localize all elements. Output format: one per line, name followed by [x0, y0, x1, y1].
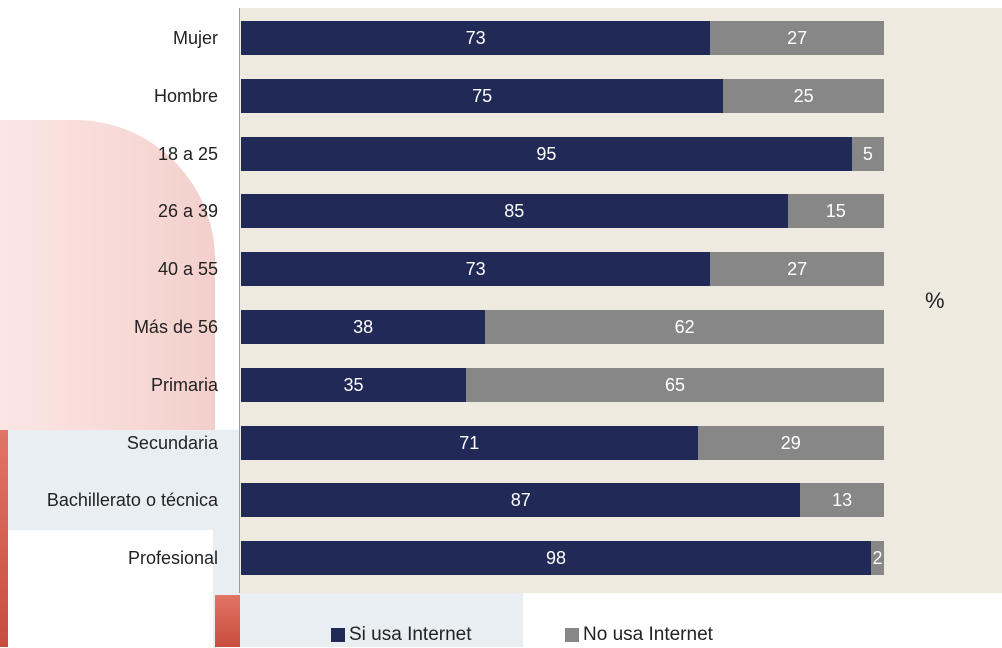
bar-no-usa-hombre: 25	[723, 78, 884, 113]
data-label-no-usa-mujer: 27	[787, 28, 808, 48]
data-label-si-usa-secundaria: 71	[459, 432, 480, 453]
category-label-40-a-55: 40 a 55	[157, 259, 218, 280]
bar-no-usa-primaria: 65	[466, 367, 884, 402]
category-label-mas-de-56: Más de 56	[133, 317, 218, 337]
data-label-no-usa-40-a-55: 27	[787, 259, 808, 280]
data-label-si-usa-40-a-55: 73	[465, 259, 486, 280]
bar-si-usa-profesional: 98	[241, 541, 872, 576]
bar-si-usa-mujer: 73	[241, 21, 711, 55]
bar-si-usa-primaria: 35	[241, 367, 467, 402]
data-label-si-usa-mujer: 73	[465, 28, 486, 48]
data-label-si-usa-mas-de-56: 38	[353, 317, 374, 337]
legend-item-si-usa: Si usa Internet	[331, 624, 472, 646]
data-label-si-usa-profesional: 98	[546, 548, 567, 569]
bar-si-usa-secundaria: 71	[241, 425, 698, 460]
data-label-si-usa-18-a-25: 95	[536, 143, 557, 164]
data-label-si-usa-26-a-39: 85	[504, 201, 525, 222]
chart-legend: Si usa Internet No usa Internet	[0, 624, 1002, 648]
category-label-bachillerato-o-tecnica: Bachillerato o técnica	[46, 490, 218, 511]
bar-no-usa-profesional: 2	[871, 541, 884, 576]
category-label-profesional: Profesional	[127, 548, 218, 569]
data-label-no-usa-primaria: 65	[665, 374, 686, 395]
legend-label-no-usa: No usa Internet	[583, 624, 713, 645]
y-axis-line	[239, 8, 240, 593]
category-label-hombre: Hombre	[153, 85, 218, 106]
data-label-si-usa-primaria: 35	[343, 374, 364, 395]
category-label-26-a-39: 26 a 39	[157, 201, 218, 222]
category-label-primaria: Primaria	[150, 374, 218, 395]
bar-no-usa-mas-de-56: 62	[485, 310, 884, 344]
data-label-no-usa-bachillerato-o-tecnica: 13	[832, 490, 853, 511]
legend-item-no-usa: No usa Internet	[565, 624, 713, 646]
bar-si-usa-40-a-55: 73	[241, 252, 711, 287]
bar-no-usa-40-a-55: 27	[710, 252, 884, 287]
legend-swatch-no-usa	[565, 628, 579, 642]
data-label-no-usa-secundaria: 29	[780, 432, 801, 453]
data-label-no-usa-mas-de-56: 62	[674, 317, 695, 337]
bar-si-usa-hombre: 75	[241, 78, 724, 113]
background-red-strip	[0, 430, 8, 647]
data-label-no-usa-profesional: 2	[872, 548, 883, 569]
data-label-si-usa-hombre: 75	[472, 85, 493, 106]
category-label-secundaria: Secundaria	[126, 432, 218, 453]
bar-no-usa-18-a-25: 5	[851, 136, 884, 171]
legend-swatch-si-usa	[331, 628, 345, 642]
bar-si-usa-26-a-39: 85	[241, 194, 788, 229]
data-label-no-usa-26-a-39: 15	[825, 201, 846, 222]
bar-no-usa-bachillerato-o-tecnica: 13	[800, 483, 884, 518]
data-label-no-usa-hombre: 25	[793, 85, 814, 106]
bar-no-usa-mujer: 27	[710, 21, 884, 55]
background-white-shape	[8, 530, 213, 647]
bar-si-usa-18-a-25: 95	[241, 136, 852, 171]
background-red-shape	[0, 120, 215, 430]
category-label-mujer: Mujer	[172, 28, 218, 48]
data-label-no-usa-18-a-25: 5	[862, 143, 873, 164]
data-label-si-usa-bachillerato-o-tecnica: 87	[510, 490, 531, 511]
category-label-18-a-25: 18 a 25	[157, 143, 218, 164]
legend-label-si-usa: Si usa Internet	[349, 624, 472, 645]
background-red-strip-bottom	[215, 595, 240, 647]
bar-si-usa-bachillerato-o-tecnica: 87	[241, 483, 801, 518]
bar-si-usa-mas-de-56: 38	[241, 310, 486, 344]
unit-label: %	[925, 288, 945, 313]
bar-no-usa-secundaria: 29	[697, 425, 884, 460]
bar-no-usa-26-a-39: 15	[787, 194, 884, 229]
